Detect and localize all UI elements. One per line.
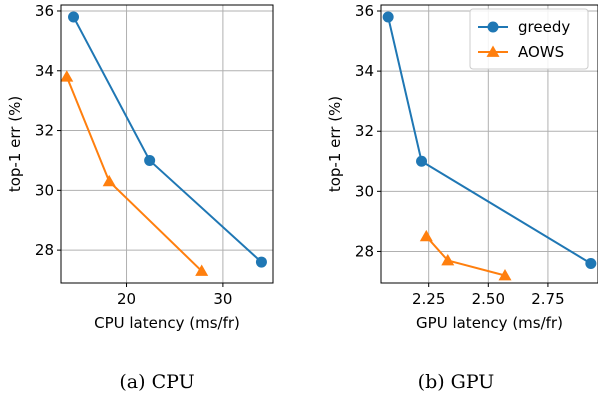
legend-label: greedy [518, 18, 570, 36]
x-tick-label: 2.25 [412, 290, 445, 308]
data-point-greedy [255, 256, 267, 268]
data-point-aows [441, 253, 455, 266]
y-tick-label: 30 [35, 181, 54, 199]
data-point-aows [498, 268, 512, 281]
plot-frame [380, 4, 598, 284]
y-tick-label: 32 [355, 122, 374, 140]
y-tick-label: 36 [355, 2, 374, 20]
series-line-aows [65, 76, 203, 272]
y-axis-label: top-1 err (%) [326, 96, 344, 192]
cpu-chart-panel: 20 30 28 30 32 34 36 CPU latency (ms/fr) top-1 e… [6, 2, 274, 332]
y-tick-label: 30 [355, 182, 374, 200]
data-point-greedy [68, 11, 80, 23]
data-point-greedy [144, 154, 156, 166]
data-point-aows [419, 229, 433, 242]
plot-frame [60, 4, 274, 284]
y-axis-label: top-1 err (%) [6, 96, 24, 192]
x-tick-label: 30 [213, 290, 232, 308]
caption-gpu: (b) GPU [418, 371, 495, 393]
data-point-greedy [585, 257, 597, 269]
legend: greedy AOWS [469, 8, 589, 70]
legend-label: AOWS [518, 43, 564, 61]
data-point-greedy [416, 155, 428, 167]
y-tick-label: 28 [355, 242, 374, 260]
y-tick-label: 28 [35, 241, 54, 259]
y-tick-label: 36 [35, 2, 54, 20]
y-tick-label: 34 [35, 62, 54, 80]
series-line-greedy [72, 16, 263, 263]
legend-marker-circle [487, 21, 499, 33]
y-tick-label: 32 [35, 122, 54, 140]
legend-marker-triangle [486, 45, 500, 57]
legend-box [469, 8, 589, 70]
x-axis-label: CPU latency (ms/fr) [94, 314, 240, 332]
y-tick-label: 34 [355, 62, 374, 80]
x-axis-label: GPU latency (ms/fr) [416, 314, 563, 332]
series-line-aows [425, 235, 506, 277]
data-point-aows [102, 174, 116, 187]
x-tick-label: 2.75 [531, 290, 564, 308]
gpu-chart-panel: 2.25 2.50 2.75 28 30 32 34 36 GPU latency (ms/fr… [326, 2, 598, 332]
data-point-greedy [382, 11, 394, 23]
caption-cpu: (a) CPU [119, 371, 194, 393]
data-point-aows [195, 264, 209, 276]
x-tick-label: 20 [117, 290, 136, 308]
data-point-aows [60, 70, 74, 82]
x-tick-label: 2.50 [472, 290, 505, 308]
